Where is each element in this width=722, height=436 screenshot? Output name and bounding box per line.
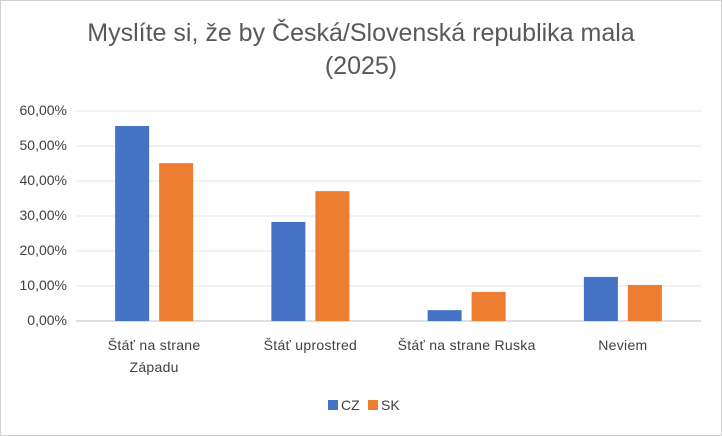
legend-swatch bbox=[368, 400, 378, 410]
y-tick-label: 10,00% bbox=[19, 277, 67, 293]
legend-label: CZ bbox=[341, 397, 360, 413]
bar bbox=[471, 291, 506, 321]
chart-title: Myslíte si, že by Česká/Slovenská republ… bbox=[87, 19, 635, 80]
x-tick-label: Štáť na strane Ruska bbox=[397, 337, 536, 353]
bar bbox=[427, 310, 462, 321]
y-tick-label: 60,00% bbox=[19, 102, 67, 118]
bar bbox=[583, 276, 618, 321]
x-tick-label: Neviem bbox=[598, 337, 648, 353]
bar bbox=[271, 221, 306, 321]
y-tick-label: 40,00% bbox=[19, 172, 67, 188]
y-tick-label: 0,00% bbox=[27, 312, 67, 328]
x-tick-label: Štáť na strane Západu bbox=[107, 337, 201, 375]
y-tick-label: 20,00% bbox=[19, 242, 67, 258]
bar bbox=[627, 284, 662, 321]
legend-label: SK bbox=[381, 397, 400, 413]
y-tick-label: 30,00% bbox=[19, 207, 67, 223]
bar bbox=[159, 163, 194, 321]
y-tick-label: 50,00% bbox=[19, 137, 67, 153]
legend-swatch bbox=[328, 400, 338, 410]
x-tick-label: Štáť uprostred bbox=[263, 337, 358, 353]
bar bbox=[115, 126, 150, 321]
bar bbox=[315, 191, 350, 321]
